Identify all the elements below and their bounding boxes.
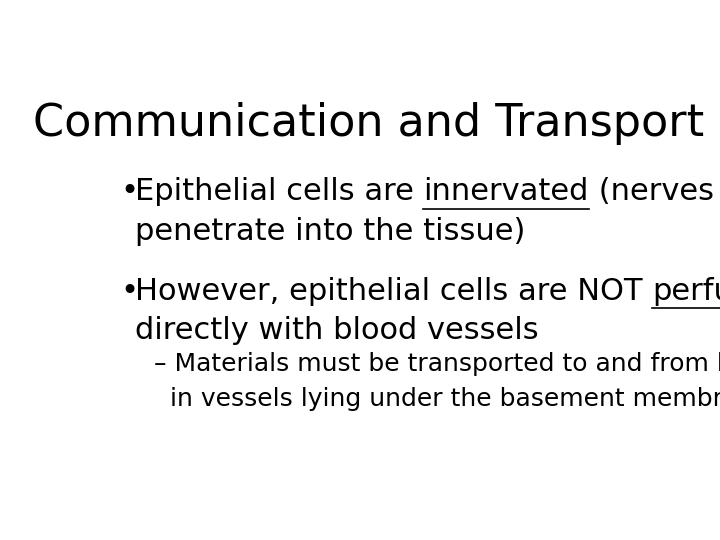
- Text: – Materials must be transported to and from blood: – Materials must be transported to and f…: [154, 352, 720, 376]
- Text: •: •: [121, 177, 139, 206]
- Text: Epithelial cells are: Epithelial cells are: [135, 177, 423, 206]
- Text: penetrate into the tissue): penetrate into the tissue): [135, 217, 525, 246]
- Text: Communication and Transport: Communication and Transport: [33, 102, 705, 145]
- Text: directly with blood vessels: directly with blood vessels: [135, 316, 539, 346]
- Text: (nerves: (nerves: [589, 177, 714, 206]
- Text: •: •: [121, 277, 139, 306]
- Text: perfused: perfused: [652, 277, 720, 306]
- Text: in vessels lying under the basement membrane: in vessels lying under the basement memb…: [170, 387, 720, 411]
- Text: innervated: innervated: [423, 177, 589, 206]
- Text: However, epithelial cells are NOT: However, epithelial cells are NOT: [135, 277, 652, 306]
